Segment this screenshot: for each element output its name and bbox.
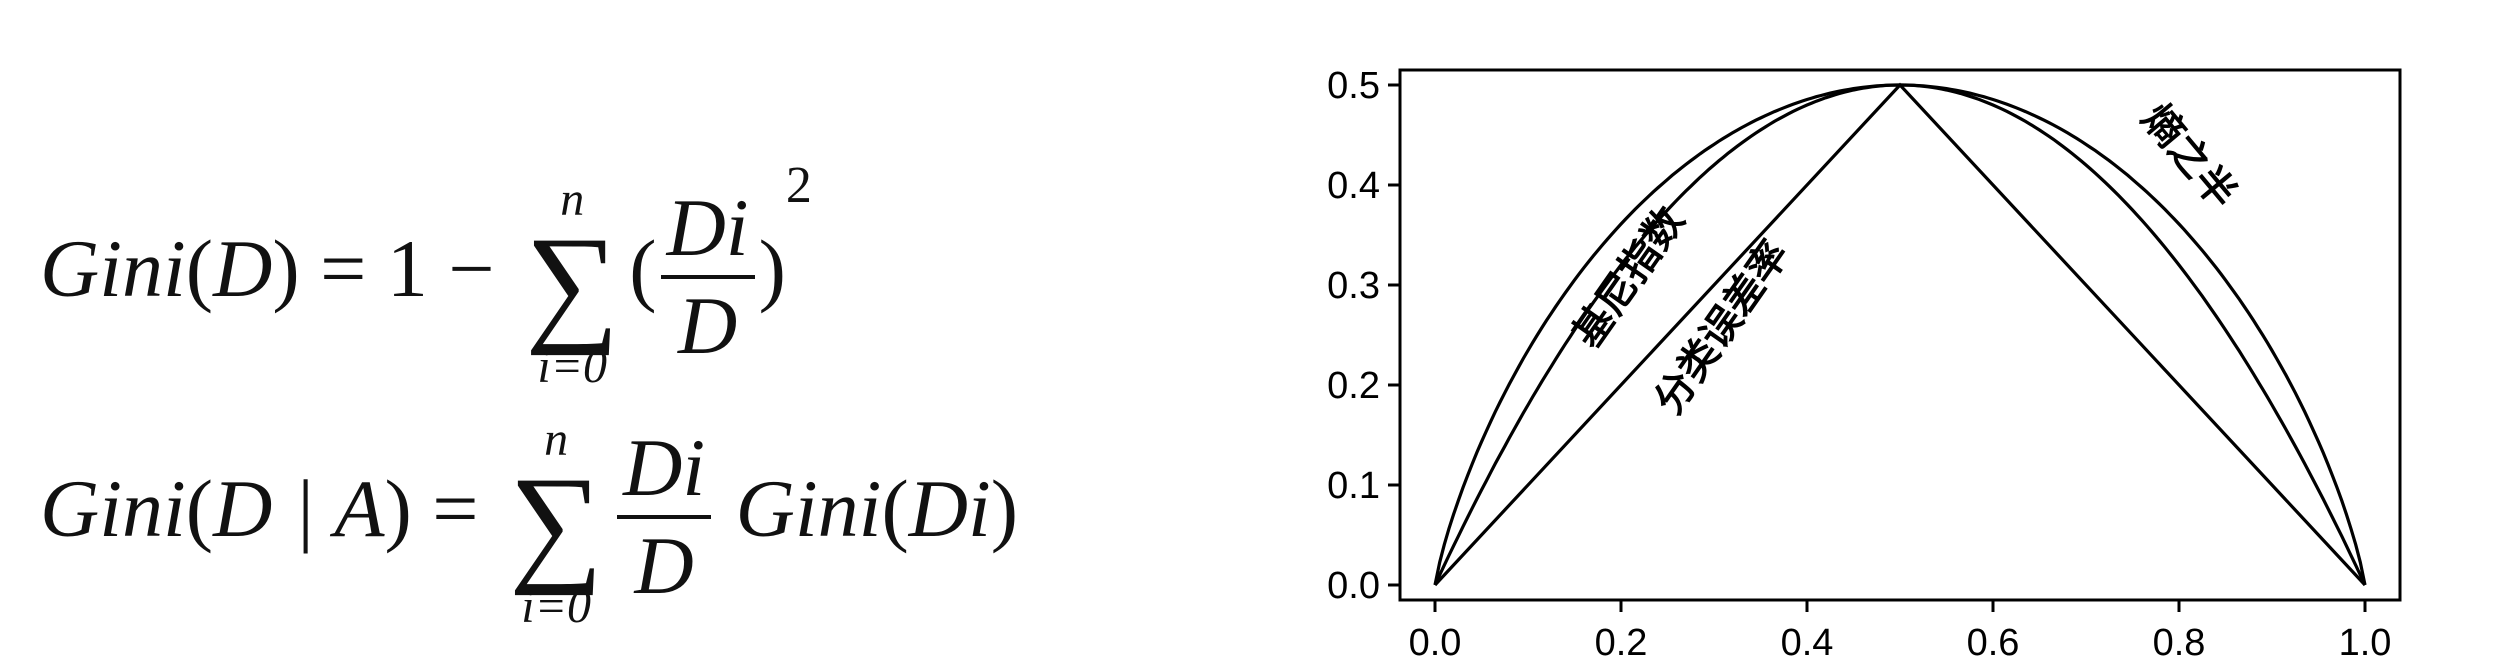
y-tick-label: 0.5 (1327, 65, 1380, 107)
y-tick-label: 0.2 (1327, 365, 1380, 407)
equals-sign: = (432, 463, 479, 555)
sigma-symbol: ∑ (525, 209, 620, 356)
x-tick-label: 0.0 (1409, 622, 1462, 660)
gini-fn: Gini (40, 223, 186, 315)
gini-index-label: 基尼指数 (1565, 199, 1693, 355)
one-constant: 1 (386, 223, 428, 315)
x-tick-label: 0.8 (2153, 622, 2206, 660)
misclassification-label: 分类误差率 (1647, 233, 1798, 422)
sum-upper-limit: n (560, 173, 585, 226)
conditional-gini-formula: Gini(D | A) = n ∑ i=0 Di D Gini(Di) (40, 413, 1019, 633)
gini-fn: Gini (40, 463, 186, 555)
entropy-half-label: 熵之半 (2133, 96, 2244, 217)
x-tick-label: 1.0 (2339, 622, 2392, 660)
fraction: Di D (617, 422, 712, 607)
fraction-numerator: Di (623, 422, 706, 514)
gini-arg-rhs: Di (908, 463, 991, 555)
x-tick-label: 0.6 (1967, 622, 2020, 660)
sum-lower-limit: i=0 (537, 339, 608, 393)
impurity-chart: 0.0 0.1 0.2 0.3 0.4 0.5 0.0 0.2 0.4 0.6 0.8 1.0 熵之… (1327, 65, 2402, 660)
gini-arg: D (213, 223, 273, 315)
x-tick-label: 0.2 (1595, 622, 1648, 660)
gini-formula: Gini(D) = 1 − n ∑ i=0 (Di D)2 (40, 157, 812, 393)
x-tick-label: 0.4 (1781, 622, 1834, 660)
fraction-denominator: D (617, 515, 712, 607)
summation: n ∑ i=0 (509, 416, 603, 631)
summation: n ∑ i=0 (525, 176, 619, 391)
y-tick-label: 0.0 (1327, 565, 1380, 607)
exponent: 2 (785, 157, 812, 214)
series-layer (1433, 82, 2367, 587)
plot-frame (1398, 68, 2402, 602)
y-tick-label: 0.3 (1327, 265, 1380, 307)
y-tick-label: 0.4 (1327, 165, 1380, 207)
gini-fn-rhs: Gini (735, 463, 882, 555)
y-axis: 0.0 0.1 0.2 0.3 0.4 0.5 (1327, 65, 1400, 607)
x-axis: 0.0 0.2 0.4 0.6 0.8 1.0 (1409, 600, 2392, 660)
misclassification-curve (1433, 82, 2367, 587)
sum-upper-limit: n (544, 413, 569, 466)
minus-sign: − (448, 223, 495, 315)
y-tick-label: 0.1 (1327, 465, 1380, 507)
fraction: Di D (660, 182, 755, 367)
fraction-numerator: Di (666, 182, 749, 274)
gini-arg: D | A (213, 463, 385, 555)
equals-sign: = (320, 223, 367, 315)
sum-lower-limit: i=0 (521, 579, 591, 633)
fraction-denominator: D (660, 275, 755, 367)
sigma-symbol: ∑ (509, 449, 604, 596)
